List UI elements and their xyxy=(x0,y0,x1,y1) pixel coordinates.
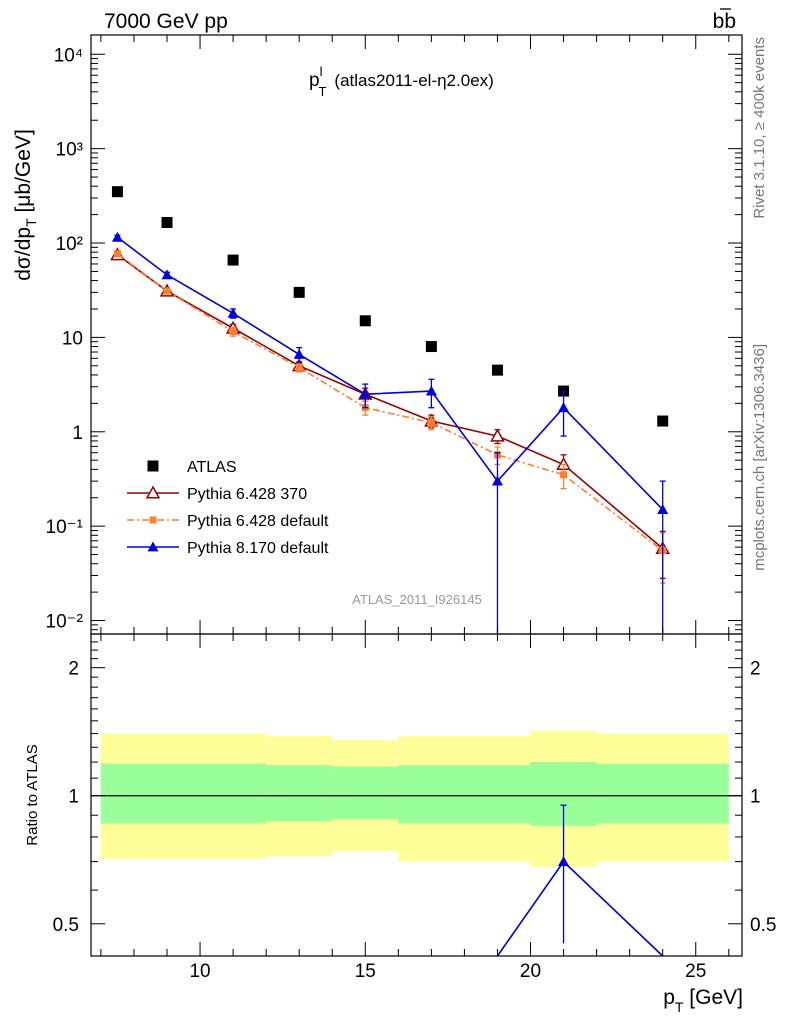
y-tick-label-main: 10⁴ xyxy=(54,45,83,66)
y-axis-label-main: dσ/dpT [μb/GeV] xyxy=(12,129,39,281)
x-tick-label: 25 xyxy=(685,961,706,982)
y-tick-label-main: 10² xyxy=(56,234,83,255)
y-tick-label-ratio-right: 1 xyxy=(750,787,761,808)
y-tick-label-main: 10³ xyxy=(56,140,83,161)
legend-label: Pythia 6.428 default xyxy=(187,513,329,530)
x-axis-label: pT [GeV] xyxy=(663,986,743,1015)
y-tick-label-ratio-right: 2 xyxy=(750,659,761,680)
legend: ATLAS Pythia 6.428 370 Pythia 6.428 defaul… xyxy=(127,459,329,557)
x-tick-label: 15 xyxy=(355,961,376,982)
ratio-plot-frame xyxy=(90,633,743,957)
main-plot-series xyxy=(110,186,670,634)
atlas-data-point xyxy=(111,186,123,198)
data-point xyxy=(425,385,437,396)
atlas-data-point xyxy=(359,315,371,327)
data-point xyxy=(163,287,171,295)
header-right: bb xyxy=(713,10,736,33)
y-tick-label-ratio: 0.5 xyxy=(53,915,79,936)
series-line xyxy=(116,253,664,552)
data-point xyxy=(490,428,505,442)
data-point xyxy=(657,504,669,514)
y-tick-label-ratio-right: 0.5 xyxy=(750,915,776,936)
data-point xyxy=(558,402,570,413)
header-right-bar: b xyxy=(724,10,736,33)
x-tick-label: 10 xyxy=(189,961,210,982)
atlas-data-point xyxy=(491,364,503,376)
axis-ticks xyxy=(91,35,742,956)
x-tick-label: 20 xyxy=(520,961,541,982)
series-line xyxy=(116,254,664,550)
data-point xyxy=(227,307,239,318)
ratio-uncertainty-bands xyxy=(100,730,729,867)
green-band xyxy=(596,763,729,824)
axis-tick-labels: 10⁻² 10⁻¹ 1 10 10² 10³ 10⁴ 0.5 0.5 1 1 2 2 10 15 20 25 xyxy=(46,45,777,982)
ratio-line xyxy=(496,860,664,957)
atlas-data-point xyxy=(227,254,239,266)
data-point xyxy=(491,475,503,486)
data-point xyxy=(560,471,568,479)
green-band xyxy=(332,766,399,820)
ratio-point xyxy=(558,856,570,867)
green-band xyxy=(100,763,267,824)
y-tick-label-main: 10 xyxy=(62,328,83,349)
data-point xyxy=(229,328,237,336)
y-tick-label-main: 10⁻² xyxy=(46,612,84,633)
y-axis-label-ratio: Ratio to ATLAS xyxy=(24,744,41,845)
y-tick-label-ratio: 2 xyxy=(68,659,79,680)
legend-label: Pythia 6.428 370 xyxy=(187,486,307,503)
legend-marker xyxy=(145,485,161,499)
data-point xyxy=(293,348,305,359)
data-point xyxy=(161,269,173,280)
plot-title: pl T(atlas2011-el-η2.0ex) xyxy=(309,64,494,99)
atlas-data-point xyxy=(657,415,669,427)
ratio-plot-series xyxy=(496,804,664,957)
rivet-label: Rivet 3.1.10, ≥ 400k events xyxy=(751,37,768,219)
analysis-watermark: ATLAS_2011_I926145 xyxy=(352,592,482,607)
legend-marker xyxy=(149,516,157,524)
legend-label: Pythia 8.170 default xyxy=(187,540,329,557)
header-left: 7000 GeV pp xyxy=(104,10,228,33)
legend-marker xyxy=(147,460,159,472)
mcplots-label: mcplots.cern.ch [arXiv:1306.3436] xyxy=(751,344,768,571)
atlas-data-point xyxy=(425,341,437,353)
data-point xyxy=(113,250,121,258)
y-tick-label-ratio: 1 xyxy=(68,787,79,808)
atlas-data-point xyxy=(293,286,305,298)
data-point xyxy=(359,388,371,399)
y-tick-label-main: 10⁻¹ xyxy=(46,517,84,538)
green-band xyxy=(266,765,333,822)
data-point xyxy=(111,231,123,242)
data-point xyxy=(295,363,303,371)
atlas-data-point xyxy=(161,216,173,228)
y-tick-label-main: 1 xyxy=(72,423,83,444)
data-point xyxy=(427,419,435,427)
legend-label: ATLAS xyxy=(187,459,237,476)
green-band xyxy=(398,765,531,824)
legend-marker xyxy=(147,541,159,552)
